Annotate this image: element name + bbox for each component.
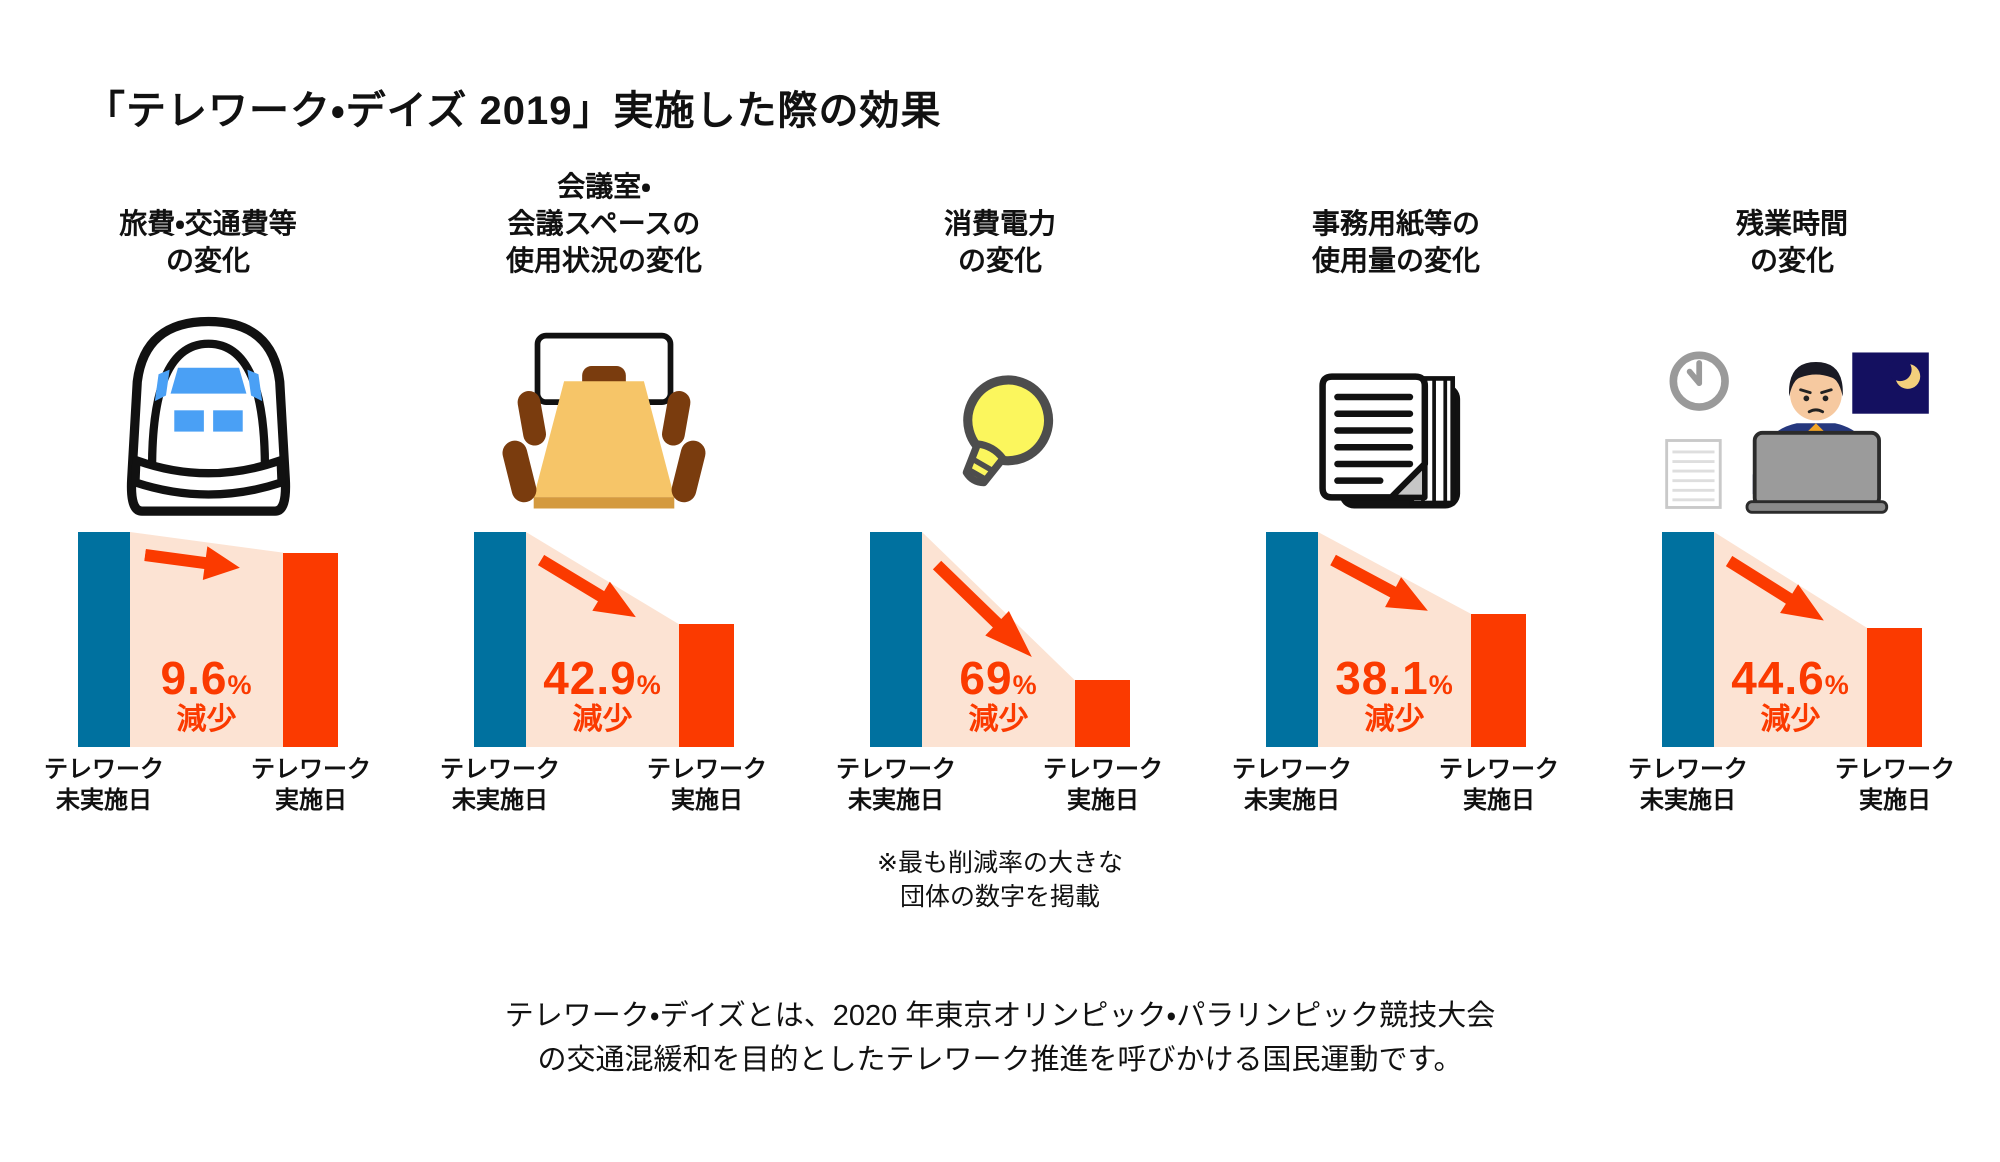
bar-before-telework [1662, 532, 1714, 747]
panel-power-consumption: 消費電力 の変化 69% [802, 168, 1198, 915]
label-after-telework: テレワーク 実施日 [251, 756, 371, 814]
reduction-number: 38.1 [1335, 651, 1429, 704]
decrease-arrow-icon [533, 546, 645, 632]
reduction-word: 減少 [572, 702, 633, 736]
paper-stack-icon [1317, 280, 1475, 532]
panel-travel-cost: 旅費・交通費等 の変化 [10, 168, 406, 915]
reduction-chart: 38.1% 減少 [1266, 532, 1526, 747]
reduction-chart: 44.6% 減少 [1662, 532, 1922, 747]
footer-note: テレワーク・デイズとは、2020 年東京オリンピック・パラリンピック競技大会 の… [504, 1000, 1496, 1076]
reduction-chart: 42.9% 減少 [474, 532, 734, 747]
panel-office-paper: 事務用紙等の 使用量の変化 [1198, 168, 1594, 915]
bar-after-telework [1471, 613, 1526, 747]
label-before-telework: テレワーク 未実施日 [836, 756, 956, 814]
bar-labels: テレワーク 未実施日 テレワーク 実施日 [836, 755, 1163, 833]
meeting-table-icon [490, 280, 718, 532]
panel-title: 旅費・交通費等 の変化 [119, 208, 297, 277]
reduction-chart: 69% 減少 [870, 532, 1130, 747]
reduction-value: 38.1% 減少 [1318, 655, 1471, 738]
reduction-word: 減少 [1760, 702, 1821, 736]
percent-sign: % [227, 669, 253, 700]
reduction-number: 42.9 [543, 651, 637, 704]
decrease-arrow-icon [1325, 545, 1436, 626]
label-after-telework: テレワーク 実施日 [647, 756, 767, 814]
label-after-telework: テレワーク 実施日 [1835, 756, 1955, 814]
reduction-word: 減少 [176, 702, 237, 736]
panel-title: 会議室・ 会議スペースの 使用状況の変化 [505, 171, 702, 277]
reduction-value: 44.6% 減少 [1714, 655, 1867, 738]
panel-meeting-room: 会議室・ 会議スペースの 使用状況の変化 [406, 168, 802, 915]
reduction-chart: 9.6% 減少 [78, 532, 338, 747]
effect-panels: 旅費・交通費等 の変化 [10, 168, 1990, 915]
panel-title: 残業時間 の変化 [1735, 208, 1848, 277]
label-after-telework: テレワーク 実施日 [1043, 756, 1163, 814]
bar-before-telework [1266, 532, 1318, 747]
bar-after-telework [679, 624, 734, 747]
reduction-number: 9.6 [160, 651, 228, 704]
chart-footnote: ※最も削減率の大きな 団体の数字を掲載 [877, 849, 1123, 911]
bar-after-telework [1867, 627, 1922, 747]
percent-sign: % [1428, 669, 1454, 700]
label-after-telework: テレワーク 実施日 [1439, 756, 1559, 814]
overtime-worker-icon [1653, 280, 1931, 532]
label-before-telework: テレワーク 未実施日 [440, 756, 560, 814]
page-title: 「テレワーク・デイズ 2019」実施した際の効果 [85, 89, 942, 133]
bar-after-telework [1075, 680, 1130, 747]
bar-labels: テレワーク 未実施日 テレワーク 実施日 [1232, 755, 1559, 833]
label-before-telework: テレワーク 未実施日 [1628, 756, 1748, 814]
reduction-number: 44.6 [1731, 651, 1825, 704]
shinkansen-train-icon [116, 280, 301, 532]
bar-labels: テレワーク 未実施日 テレワーク 実施日 [44, 755, 371, 833]
reduction-value: 69% 減少 [922, 655, 1075, 738]
bar-after-telework [283, 552, 338, 747]
lightbulb-icon [931, 280, 1069, 532]
decrease-arrow-icon [925, 553, 1044, 669]
reduction-value: 9.6% 減少 [130, 655, 283, 738]
panel-overtime: 残業時間 の変化 [1594, 168, 1990, 915]
bar-labels: テレワーク 未実施日 テレワーク 実施日 [440, 755, 767, 833]
label-before-telework: テレワーク 未実施日 [1232, 756, 1352, 814]
label-before-telework: テレワーク 未実施日 [44, 756, 164, 814]
bar-labels: テレワーク 未実施日 テレワーク 実施日 [1628, 755, 1955, 833]
reduction-word: 減少 [1364, 702, 1425, 736]
percent-sign: % [636, 669, 662, 700]
reduction-number: 69 [959, 651, 1013, 704]
bar-before-telework [78, 532, 130, 747]
percent-sign: % [1824, 669, 1850, 700]
panel-title: 消費電力 の変化 [943, 208, 1056, 277]
decrease-arrow-icon [143, 538, 242, 584]
panel-title: 事務用紙等の 使用量の変化 [1311, 208, 1480, 277]
reduction-word: 減少 [968, 702, 1029, 736]
decrease-arrow-icon [1720, 546, 1833, 634]
bar-before-telework [474, 532, 526, 747]
percent-sign: % [1012, 669, 1038, 700]
reduction-value: 42.9% 減少 [526, 655, 679, 738]
bar-before-telework [870, 532, 922, 747]
